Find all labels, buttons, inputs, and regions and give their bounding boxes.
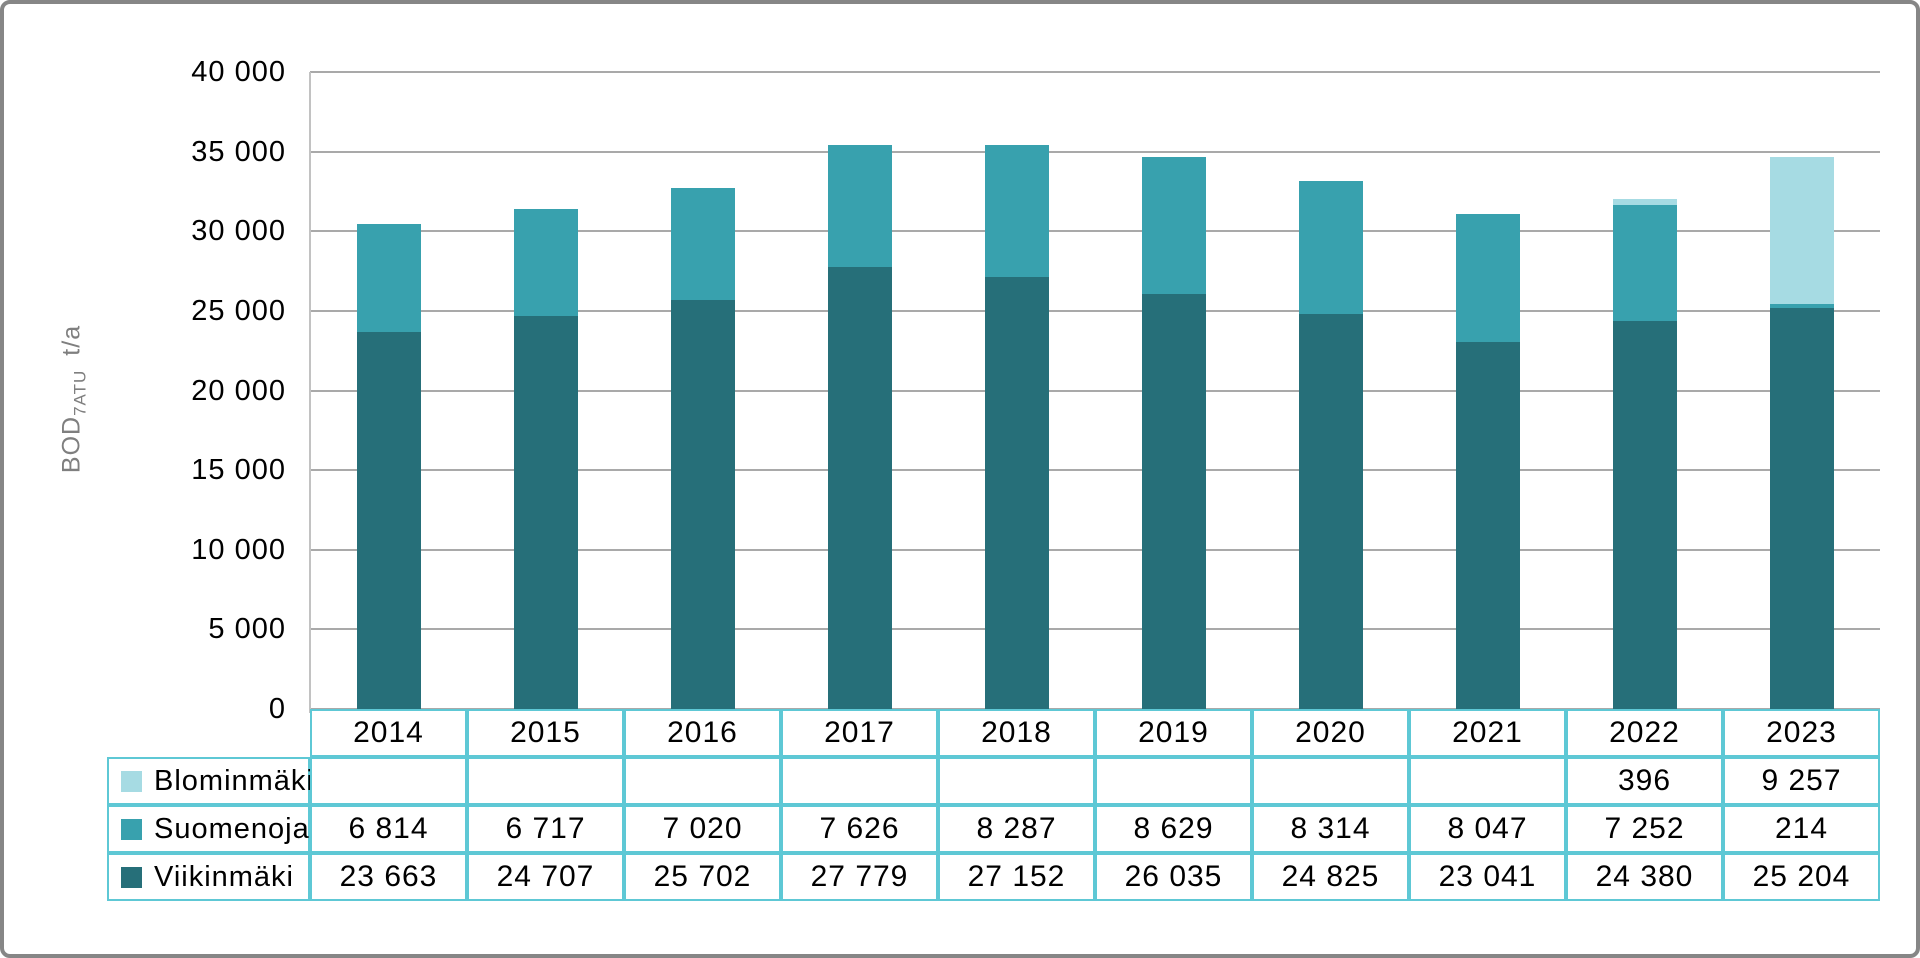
bar-segment-2017-Viikinmäki bbox=[827, 266, 892, 709]
bar-segment-2015-Viikinmäki bbox=[513, 315, 578, 709]
bar-segment-2019-Suomenoja bbox=[1141, 156, 1206, 295]
table-value-cell: 23 663 bbox=[310, 853, 467, 901]
bar-segment-2014-Suomenoja bbox=[356, 223, 421, 333]
table-value-cell: 8 047 bbox=[1409, 805, 1566, 853]
bar-segment-2021-Suomenoja bbox=[1455, 213, 1520, 343]
bar-segment-2020-Viikinmäki bbox=[1298, 313, 1363, 709]
bar-segment-2022-Suomenoja bbox=[1612, 205, 1677, 321]
table-value-cell: 24 707 bbox=[467, 853, 624, 901]
bar-segment-2016-Suomenoja bbox=[670, 187, 735, 300]
bar-segment-2016-Viikinmäki bbox=[670, 299, 735, 709]
bar-segment-2022-Viikinmäki bbox=[1612, 320, 1677, 709]
table-value-cell: 6 814 bbox=[310, 805, 467, 853]
table-value-cell: 25 702 bbox=[624, 853, 781, 901]
table-header-year: 2022 bbox=[1566, 709, 1723, 757]
table-header-year: 2019 bbox=[1095, 709, 1252, 757]
gridline bbox=[310, 230, 1880, 233]
table-value-cell: 27 152 bbox=[938, 853, 1095, 901]
table-value-cell: 8 287 bbox=[938, 805, 1095, 853]
table-value-cell: 396 bbox=[1566, 757, 1723, 805]
y-axis-tick-label: 0 bbox=[268, 693, 286, 725]
bar-segment-2017-Suomenoja bbox=[827, 145, 892, 267]
table-value-cell: 26 035 bbox=[1095, 853, 1252, 901]
table-value-cell bbox=[624, 757, 781, 805]
bar-segment-2023-Suomenoja bbox=[1769, 304, 1834, 308]
table-value-cell: 27 779 bbox=[781, 853, 938, 901]
table-header-year: 2016 bbox=[624, 709, 781, 757]
bar-segment-2023-Blominmäki bbox=[1769, 156, 1834, 305]
y-axis-title-unit: t/a bbox=[57, 324, 86, 356]
y-axis-title: BOD7ATU t/a bbox=[58, 325, 91, 473]
bar-segment-2021-Viikinmäki bbox=[1455, 342, 1520, 709]
y-axis-tick-label: 5 000 bbox=[208, 613, 286, 646]
legend-cell-Viikinmäki: Viikinmäki bbox=[107, 853, 310, 901]
y-axis-line bbox=[309, 72, 311, 713]
table-value-cell bbox=[1252, 757, 1409, 805]
table-value-cell bbox=[938, 757, 1095, 805]
bar-segment-2015-Suomenoja bbox=[513, 208, 578, 316]
bar-segment-2023-Viikinmäki bbox=[1769, 307, 1834, 709]
gridline bbox=[310, 628, 1880, 631]
y-axis-title-subscript: 7ATU bbox=[70, 369, 90, 416]
y-axis-tick-label: 40 000 bbox=[191, 56, 286, 88]
table-value-cell: 25 204 bbox=[1723, 853, 1880, 901]
table-value-cell bbox=[1095, 757, 1252, 805]
table-value-cell bbox=[467, 757, 624, 805]
bar-segment-2014-Viikinmäki bbox=[356, 332, 421, 709]
y-axis-tick-label: 25 000 bbox=[191, 294, 286, 327]
table-value-cell bbox=[781, 757, 938, 805]
y-axis-tick-label: 35 000 bbox=[191, 135, 286, 168]
gridline bbox=[310, 469, 1880, 472]
table-value-cell: 7 626 bbox=[781, 805, 938, 853]
gridline bbox=[310, 150, 1880, 153]
table-value-cell: 8 314 bbox=[1252, 805, 1409, 853]
y-axis-title-main: BOD bbox=[57, 415, 86, 474]
table-header-year: 2015 bbox=[467, 709, 624, 757]
table-value-cell: 8 629 bbox=[1095, 805, 1252, 853]
y-axis-tick-label: 30 000 bbox=[191, 215, 286, 248]
table-value-cell: 24 825 bbox=[1252, 853, 1409, 901]
bar-segment-2022-Blominmäki bbox=[1612, 198, 1677, 206]
y-axis-tick-label: 10 000 bbox=[191, 533, 286, 566]
table-value-cell: 24 380 bbox=[1566, 853, 1723, 901]
gridline bbox=[310, 71, 1880, 73]
legend-cell-Suomenoja: Suomenoja bbox=[107, 805, 310, 853]
table-header-year: 2018 bbox=[938, 709, 1095, 757]
table-value-cell: 23 041 bbox=[1409, 853, 1566, 901]
legend-label: Suomenoja bbox=[154, 812, 310, 845]
table-header-year: 2014 bbox=[310, 709, 467, 757]
table-value-cell bbox=[310, 757, 467, 805]
gridline bbox=[310, 389, 1880, 392]
table-value-cell: 9 257 bbox=[1723, 757, 1880, 805]
bar-segment-2018-Suomenoja bbox=[984, 144, 1049, 277]
y-axis-tick-label: 20 000 bbox=[191, 374, 286, 407]
legend-swatch-Viikinmäki bbox=[121, 866, 142, 888]
table-value-cell: 7 020 bbox=[624, 805, 781, 853]
legend-label: Viikinmäki bbox=[154, 860, 295, 893]
bar-segment-2018-Viikinmäki bbox=[984, 276, 1049, 709]
table-header-year: 2021 bbox=[1409, 709, 1566, 757]
gridline bbox=[310, 309, 1880, 312]
legend-cell-Blominmäki: Blominmäki bbox=[107, 757, 313, 805]
legend-label: Blominmäki bbox=[154, 764, 314, 797]
y-axis-tick-label: 15 000 bbox=[191, 454, 286, 487]
legend-swatch-Suomenoja bbox=[121, 818, 142, 840]
bar-segment-2019-Viikinmäki bbox=[1141, 294, 1206, 709]
table-value-cell bbox=[1409, 757, 1566, 805]
table-header-year: 2023 bbox=[1723, 709, 1880, 757]
legend-swatch-Blominmäki bbox=[121, 770, 142, 792]
table-value-cell: 214 bbox=[1723, 805, 1880, 853]
gridline bbox=[310, 548, 1880, 551]
table-header-year: 2017 bbox=[781, 709, 938, 757]
table-value-cell: 7 252 bbox=[1566, 805, 1723, 853]
table-header-year: 2020 bbox=[1252, 709, 1409, 757]
bar-segment-2020-Suomenoja bbox=[1298, 181, 1363, 314]
table-value-cell: 6 717 bbox=[467, 805, 624, 853]
